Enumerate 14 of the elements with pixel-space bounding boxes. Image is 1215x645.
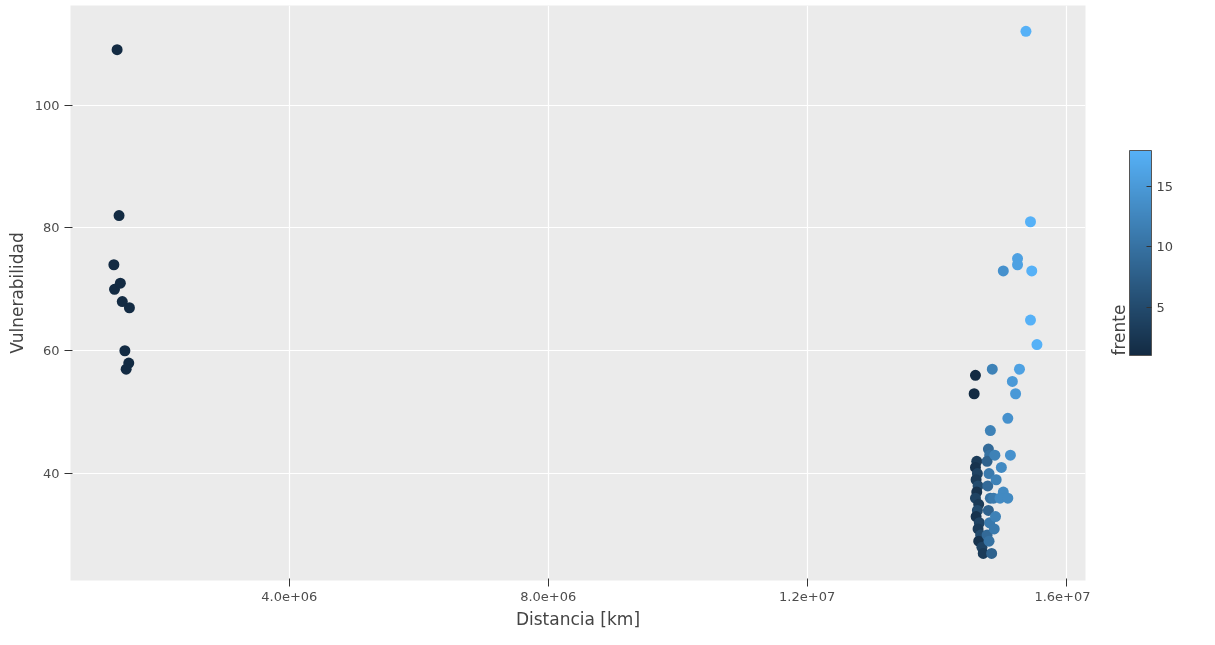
y-tick-label: 60 — [42, 343, 60, 359]
x-tick-label: 1.6e+07 — [1034, 588, 1091, 604]
y-tick-label: 40 — [42, 466, 60, 482]
y-tick-label: 80 — [42, 220, 60, 236]
y-axis-title: Vulnerabilidad — [6, 232, 27, 354]
x-axis-title: Distancia [km] — [515, 608, 641, 629]
x-tick-label: 4.0e+06 — [261, 588, 318, 604]
y-tick-label: 100 — [34, 97, 60, 113]
color-bar-label: 10 — [1156, 239, 1174, 255]
color-bar-title: frente — [1108, 304, 1129, 356]
color-bar-label: 15 — [1156, 179, 1174, 195]
x-tick-label: 1.2e+07 — [779, 588, 836, 604]
x-tick-label: 8.0e+06 — [520, 588, 577, 604]
color-bar-label: 5 — [1156, 299, 1165, 315]
